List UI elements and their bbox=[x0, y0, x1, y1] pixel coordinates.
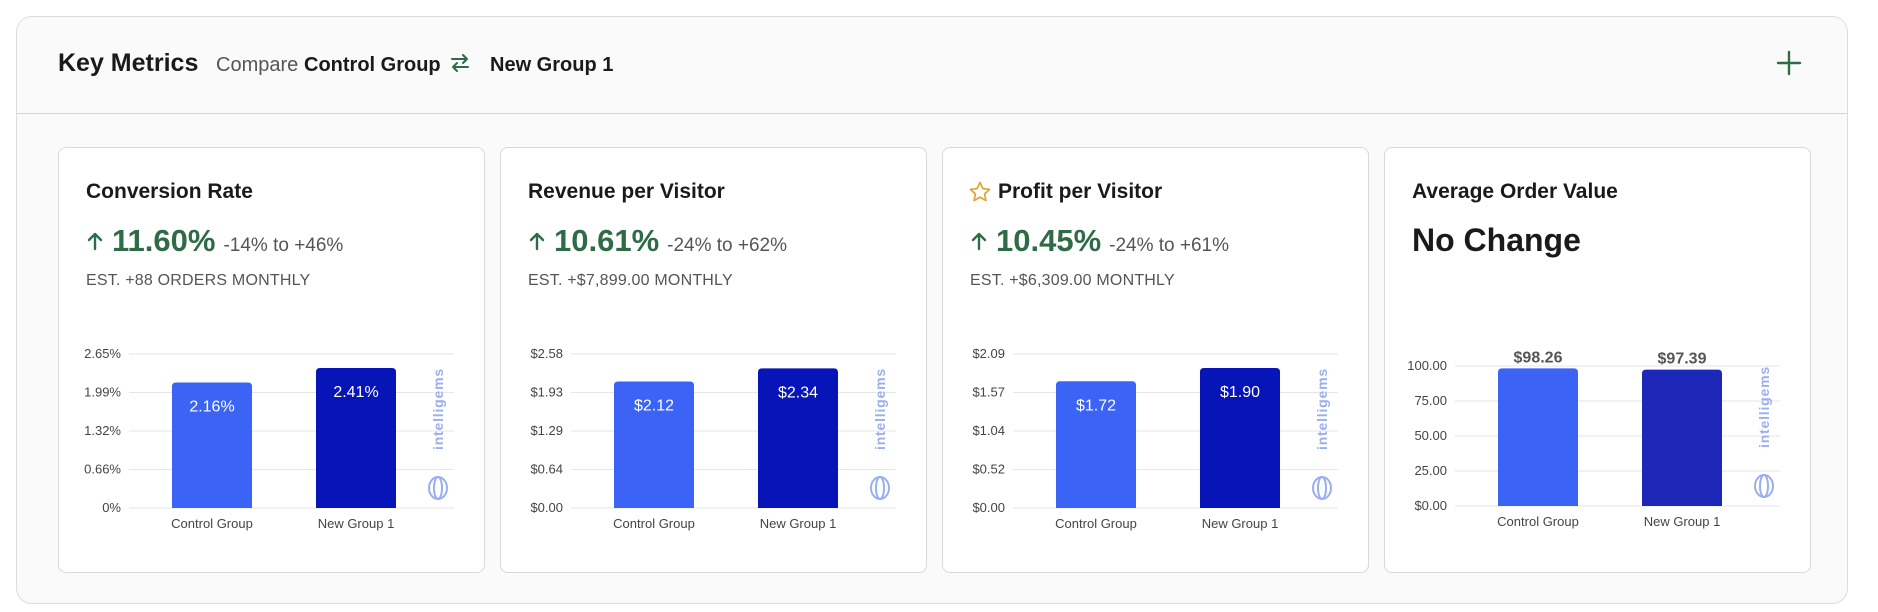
data-label: $2.12 bbox=[634, 397, 674, 414]
bar-variant[interactable] bbox=[758, 368, 838, 508]
y-tick-label: $2.09 bbox=[972, 346, 1005, 361]
intelligems-watermark: intelligems bbox=[430, 368, 446, 450]
lift-value: 10.45% bbox=[996, 223, 1102, 258]
watermark-text: intelligems bbox=[872, 368, 888, 450]
data-label: $1.72 bbox=[1076, 397, 1116, 414]
intelligems-logo-icon bbox=[428, 476, 448, 500]
y-tick-label: $0.00 bbox=[530, 500, 563, 515]
y-tick-label: $1.04 bbox=[972, 423, 1005, 438]
y-tick-label: 2.65% bbox=[84, 346, 121, 361]
x-tick-label: New Group 1 bbox=[760, 516, 837, 531]
data-label: $98.26 bbox=[1514, 349, 1563, 366]
key-metrics-panel: Key Metrics Compare Control Group New Gr… bbox=[16, 16, 1848, 604]
confidence-range: -14% to +46% bbox=[223, 235, 344, 256]
intelligems-logo-icon bbox=[1312, 476, 1332, 500]
bar-control[interactable] bbox=[614, 381, 694, 508]
intelligems-logo-icon bbox=[1754, 474, 1774, 498]
y-tick-label: 75.00 bbox=[1414, 393, 1447, 408]
confidence-range: -24% to +61% bbox=[1109, 235, 1230, 256]
metric-chart: $0.00 $0.52 $1.04 $1.57 $2.09 $1.72 Control Gr… bbox=[972, 346, 1338, 531]
data-label: $2.34 bbox=[778, 384, 818, 401]
compare-group-b[interactable]: New Group 1 bbox=[490, 54, 614, 76]
panel-header: Key Metrics Compare Control Group New Gr… bbox=[17, 17, 1847, 114]
metric-card-average-order-value[interactable]: Average Order Value No Change $0.00 25.00… bbox=[1384, 147, 1811, 573]
swap-arrows-icon[interactable] bbox=[449, 52, 471, 74]
data-label: 2.16% bbox=[189, 398, 234, 415]
x-tick-label: New Group 1 bbox=[318, 516, 395, 531]
monthly-estimate: EST. +$7,899.00 MONTHLY bbox=[528, 272, 733, 289]
bar-variant[interactable] bbox=[1200, 368, 1280, 508]
bar-variant[interactable] bbox=[316, 367, 396, 508]
y-tick-label: 0% bbox=[102, 500, 121, 515]
bar-control[interactable] bbox=[1056, 381, 1136, 508]
arrow-up-icon bbox=[87, 232, 103, 251]
card-title: Average Order Value bbox=[1412, 180, 1618, 203]
metric-chart: 0% 0.66% 1.32% 1.99% 2.65% 2.16% Control Group… bbox=[84, 346, 454, 531]
x-tick-label: Control Group bbox=[1055, 516, 1137, 531]
intelligems-logo-icon bbox=[870, 476, 890, 500]
y-tick-label: 100.00 bbox=[1407, 358, 1447, 373]
y-tick-label: $0.52 bbox=[972, 462, 1005, 477]
lift-value: 11.60% bbox=[112, 223, 216, 258]
watermark-text: intelligems bbox=[430, 368, 446, 450]
data-label: $97.39 bbox=[1658, 351, 1707, 368]
arrow-up-icon bbox=[971, 232, 987, 251]
card-title: Conversion Rate bbox=[86, 180, 253, 203]
y-tick-label: $0.00 bbox=[972, 500, 1005, 515]
y-tick-label: $1.29 bbox=[530, 423, 563, 438]
metric-card-conversion-rate[interactable]: Conversion Rate 11.60% -14% to +46% EST.… bbox=[58, 147, 485, 573]
y-tick-label: 1.99% bbox=[84, 385, 121, 400]
metric-card-profit-per-visitor[interactable]: Profit per Visitor 10.45% -24% to +61% E… bbox=[942, 147, 1369, 573]
lift-row: 10.45% -24% to +61% bbox=[970, 223, 1229, 259]
watermark-text: intelligems bbox=[1314, 368, 1330, 450]
y-tick-label: $0.64 bbox=[530, 462, 563, 477]
y-tick-label: 25.00 bbox=[1414, 463, 1447, 478]
monthly-estimate: EST. +$6,309.00 MONTHLY bbox=[970, 272, 1175, 289]
confidence-range: -24% to +62% bbox=[667, 235, 788, 256]
plus-icon[interactable] bbox=[1775, 49, 1803, 77]
y-tick-label: 1.32% bbox=[84, 423, 121, 438]
y-tick-label: 0.66% bbox=[84, 462, 121, 477]
monthly-estimate: EST. +88 ORDERS MONTHLY bbox=[86, 272, 311, 289]
compare-group-a[interactable]: Control Group bbox=[304, 54, 441, 76]
y-tick-label: $2.58 bbox=[530, 346, 563, 361]
x-tick-label: New Group 1 bbox=[1644, 514, 1721, 529]
metric-chart: $0.00 $0.64 $1.29 $1.93 $2.58 $2.12 Control Gr… bbox=[530, 346, 896, 531]
watermark-text: intelligems bbox=[1756, 366, 1772, 448]
y-tick-label: $0.00 bbox=[1414, 498, 1447, 513]
lift-value: 10.61% bbox=[554, 223, 660, 258]
metric-card-revenue-per-visitor[interactable]: Revenue per Visitor 10.61% -24% to +62% … bbox=[500, 147, 927, 573]
card-title: Profit per Visitor bbox=[998, 180, 1163, 203]
star-icon[interactable] bbox=[968, 180, 992, 204]
compare-label: Compare bbox=[216, 54, 299, 76]
lift-row: 11.60% -14% to +46% bbox=[86, 223, 343, 259]
data-label: $1.90 bbox=[1220, 384, 1260, 401]
intelligems-watermark: intelligems bbox=[1314, 368, 1330, 450]
arrow-up-icon bbox=[529, 232, 545, 251]
status-text: No Change bbox=[1412, 222, 1581, 258]
x-tick-label: Control Group bbox=[171, 516, 253, 531]
x-tick-label: Control Group bbox=[613, 516, 695, 531]
x-tick-label: Control Group bbox=[1497, 514, 1579, 529]
data-label: 2.41% bbox=[333, 384, 378, 401]
x-tick-label: New Group 1 bbox=[1202, 516, 1279, 531]
lift-row: 10.61% -24% to +62% bbox=[528, 223, 787, 259]
metric-chart: $0.00 25.00 50.00 75.00 100.00 $98.26 Control … bbox=[1407, 349, 1780, 529]
card-title: Revenue per Visitor bbox=[528, 180, 725, 203]
intelligems-watermark: intelligems bbox=[1756, 366, 1772, 448]
bar-control[interactable] bbox=[172, 382, 252, 508]
y-tick-label: $1.93 bbox=[530, 385, 563, 400]
page-title: Key Metrics bbox=[58, 49, 199, 77]
y-tick-label: 50.00 bbox=[1414, 428, 1447, 443]
bar-control[interactable] bbox=[1498, 368, 1578, 506]
bar-variant[interactable] bbox=[1642, 369, 1722, 506]
y-tick-label: $1.57 bbox=[972, 385, 1005, 400]
intelligems-watermark: intelligems bbox=[872, 368, 888, 450]
